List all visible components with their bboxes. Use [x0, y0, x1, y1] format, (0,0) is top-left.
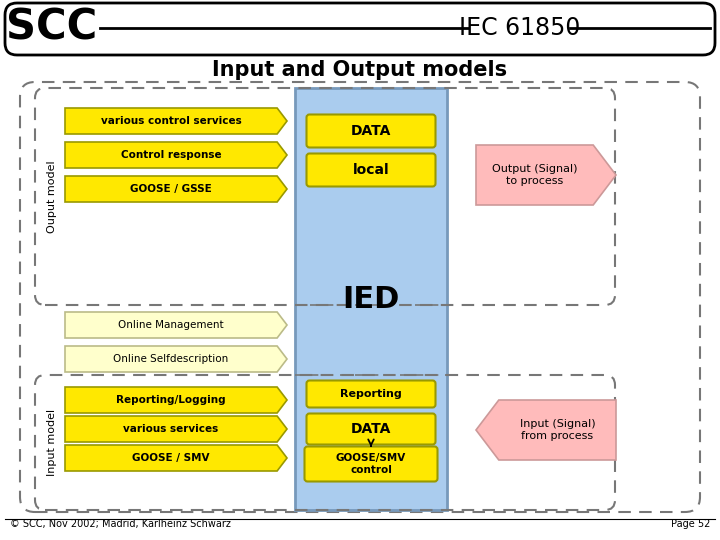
Text: © SCC, Nov 2002; Madrid, Karlheinz Schwarz: © SCC, Nov 2002; Madrid, Karlheinz Schwa…: [10, 519, 231, 529]
Polygon shape: [476, 400, 616, 460]
Text: Control response: Control response: [121, 150, 221, 160]
Text: Ouput model: Ouput model: [47, 160, 57, 233]
Text: GOOSE / SMV: GOOSE / SMV: [132, 453, 210, 463]
Text: Online Selfdescription: Online Selfdescription: [114, 354, 229, 364]
Text: GOOSE / GSSE: GOOSE / GSSE: [130, 184, 212, 194]
Polygon shape: [65, 108, 287, 134]
Text: GOOSE/SMV
control: GOOSE/SMV control: [336, 453, 406, 475]
Text: DATA: DATA: [351, 124, 391, 138]
Polygon shape: [65, 416, 287, 442]
Text: Reporting/Logging: Reporting/Logging: [116, 395, 226, 405]
Text: Page 52: Page 52: [670, 519, 710, 529]
Text: various control services: various control services: [101, 116, 241, 126]
Text: Output (Signal)
to process: Output (Signal) to process: [492, 164, 577, 186]
Text: Input model: Input model: [47, 409, 57, 476]
Text: Reporting: Reporting: [340, 389, 402, 399]
Text: local: local: [353, 163, 390, 177]
FancyBboxPatch shape: [307, 414, 436, 444]
Text: Online Management: Online Management: [118, 320, 224, 330]
Text: Input (Signal)
from process: Input (Signal) from process: [520, 419, 595, 441]
FancyBboxPatch shape: [307, 114, 436, 147]
Text: IED: IED: [342, 285, 400, 314]
Polygon shape: [65, 312, 287, 338]
FancyBboxPatch shape: [307, 153, 436, 186]
Polygon shape: [65, 142, 287, 168]
Polygon shape: [65, 346, 287, 372]
FancyBboxPatch shape: [305, 447, 438, 482]
Polygon shape: [65, 445, 287, 471]
Text: DATA: DATA: [351, 422, 391, 436]
Text: various services: various services: [123, 424, 219, 434]
FancyBboxPatch shape: [307, 381, 436, 408]
Polygon shape: [65, 387, 287, 413]
FancyBboxPatch shape: [5, 3, 715, 55]
Text: SCC: SCC: [6, 7, 98, 49]
Text: IEC 61850: IEC 61850: [459, 16, 581, 40]
Polygon shape: [65, 176, 287, 202]
Text: Input and Output models: Input and Output models: [212, 60, 508, 80]
Polygon shape: [476, 145, 616, 205]
FancyBboxPatch shape: [295, 88, 447, 510]
